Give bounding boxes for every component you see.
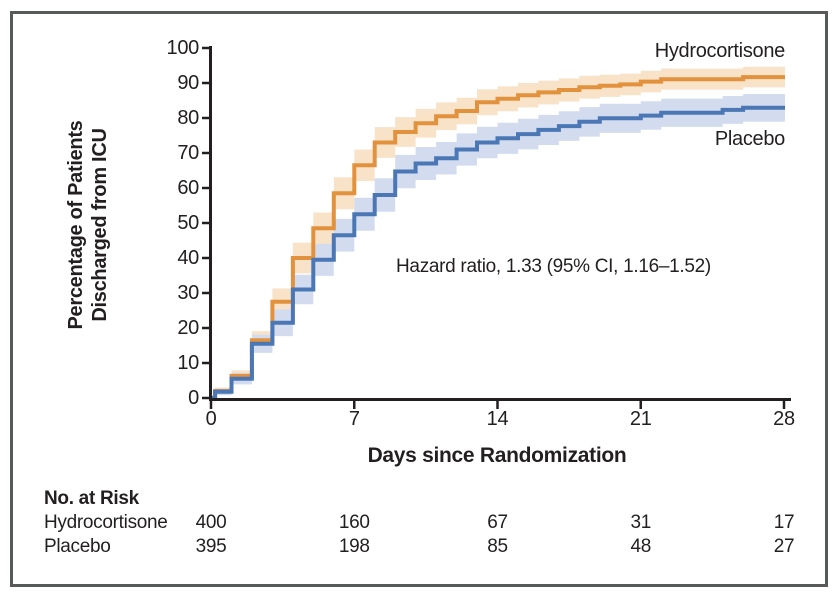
km-curve-hydrocortisone: [211, 75, 785, 400]
y-tick-label: 0: [188, 387, 199, 409]
hazard-ratio-annotation: Hazard ratio, 1.33 (95% CI, 1.16–1.52): [396, 256, 711, 277]
y-tick-label: 30: [177, 282, 199, 304]
y-tick-label: 10: [177, 352, 199, 374]
risk-row-placebo: Placebo 395 198 85 48 27: [0, 536, 837, 558]
y-tick-label: 20: [177, 317, 199, 339]
legend-label-placebo: Placebo: [714, 128, 785, 150]
risk-value: 198: [338, 536, 370, 557]
risk-row-label: Hydrocortisone: [44, 512, 168, 533]
y-axis-title-line1: Percentage of Patients: [65, 120, 87, 330]
risk-value: 400: [195, 512, 227, 533]
risk-value: 17: [773, 512, 795, 533]
x-tick-label: 7: [348, 408, 360, 430]
x-tick-label: 21: [629, 408, 652, 430]
figure-border: [10, 11, 828, 587]
risk-value: 67: [487, 512, 508, 533]
y-tick-label: 70: [177, 142, 199, 164]
y-axis-title: Percentage of Patients Discharged from I…: [64, 120, 112, 329]
risk-table-heading: No. at Risk: [44, 488, 139, 509]
risk-value: 85: [487, 536, 508, 557]
x-tick-label: 14: [486, 408, 509, 430]
x-tick-label: 28: [773, 408, 795, 430]
risk-value: 395: [195, 536, 227, 557]
risk-row-hydrocortisone: Hydrocortisone 400 160 67 31 17: [0, 512, 837, 534]
y-tick-label: 100: [166, 37, 200, 59]
risk-value: 160: [338, 512, 370, 533]
y-tick-label: 80: [177, 107, 199, 129]
ci-band-placebo: [211, 94, 785, 398]
risk-row-label: Placebo: [44, 536, 111, 557]
y-tick-label: 60: [177, 177, 199, 199]
x-tick-label: 0: [205, 408, 217, 430]
y-tick-label: 40: [177, 247, 199, 269]
ci-band-hydrocortisone: [211, 66, 785, 398]
y-tick-label: 50: [177, 212, 199, 234]
y-axis-title-line2: Discharged from ICU: [89, 128, 111, 322]
risk-value: 31: [630, 512, 652, 533]
km-curve-placebo: [211, 105, 785, 400]
legend-label-hydrocortisone: Hydrocortisone: [654, 40, 786, 62]
x-axis-title: Days since Randomization: [367, 444, 627, 467]
y-tick-label: 90: [177, 72, 199, 94]
risk-value: 48: [630, 536, 652, 557]
risk-value: 27: [773, 536, 795, 557]
